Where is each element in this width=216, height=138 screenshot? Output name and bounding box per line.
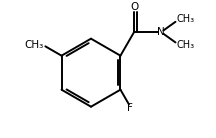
Text: CH₃: CH₃ — [176, 14, 194, 24]
Text: CH₃: CH₃ — [176, 40, 194, 50]
Text: F: F — [127, 103, 133, 113]
Text: N: N — [157, 27, 164, 37]
Text: O: O — [130, 2, 138, 12]
Text: CH₃: CH₃ — [25, 40, 44, 50]
